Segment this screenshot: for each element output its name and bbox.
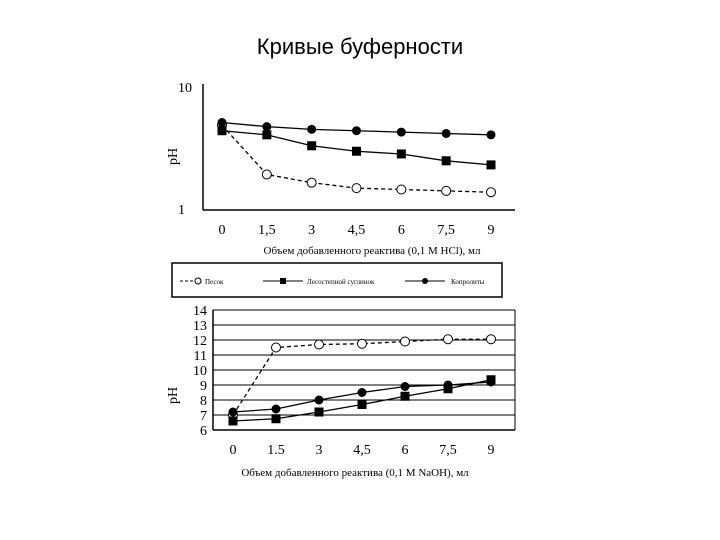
chart1-x-tick-label: 3 — [308, 223, 315, 238]
chart2-y-tick-label: 11 — [194, 349, 207, 364]
chart2-y-tick-label: 14 — [193, 304, 207, 319]
legend-marker-sand — [194, 277, 202, 285]
chart1-series-loam-point — [352, 146, 361, 156]
chart-hcl-x-label: Объем добавленного реактива (0,1 M HCl),… — [264, 245, 481, 257]
chart1-x-tick-label: 4,5 — [348, 223, 366, 238]
legend-label-coprolites: Копролиты — [451, 278, 485, 286]
legend-marker-loam — [280, 278, 286, 284]
chart1-series-sand-point — [261, 169, 272, 180]
chart1-series-coprolites-point — [217, 118, 227, 128]
chart2-series-loam-point — [400, 391, 410, 401]
legend-label-sand: Песок — [205, 278, 224, 286]
chart1-series-loam-point — [262, 130, 272, 140]
chart2-series-coprolites-point — [400, 382, 410, 391]
chart2-series-sand-point — [271, 342, 281, 353]
chart-naoh-y-label: pH — [166, 387, 181, 404]
chart2-x-tick-label: 9 — [488, 443, 495, 458]
chart1-series-loam-point — [396, 149, 406, 159]
chart1-series-loam-point — [486, 160, 496, 170]
chart2-series-loam-point — [357, 400, 367, 409]
chart1-series-coprolites-point — [352, 126, 361, 136]
chart2-y-tick-label: 7 — [200, 409, 207, 424]
chart2-series-coprolites-point — [228, 407, 238, 417]
chart1-x-tick-label: 0 — [219, 223, 226, 238]
chart2-y-tick-label: 9 — [200, 379, 207, 394]
chart2-x-tick-label: 6 — [402, 443, 409, 458]
chart1-series-sand-point — [441, 185, 452, 196]
chart-hcl-y-tick-bottom: 1 — [178, 203, 185, 218]
chart2-y-tick-label: 10 — [193, 364, 207, 379]
slide-title: Кривые буферности — [256, 34, 464, 59]
chart2-y-tick-label: 12 — [193, 334, 207, 349]
chart1-series-coprolites-point — [262, 122, 272, 132]
chart2-series-sand-point — [486, 334, 496, 345]
legend-label-loam: Лесостепной суглинок — [307, 278, 375, 286]
chart1-x-tick-label: 6 — [398, 223, 405, 238]
chart1-series-coprolites-point — [441, 128, 451, 138]
legend: Песок Лесостепной суглинок Копролиты — [171, 262, 503, 298]
chart1-series-sand-point — [351, 183, 362, 194]
chart1-series-sand-point — [396, 184, 407, 195]
chart1-series-coprolites-point — [486, 130, 496, 140]
legend-marker-coprolites — [422, 278, 428, 284]
chart1-x-tick-label: 1,5 — [258, 223, 276, 238]
chart2-series-coprolites-point — [271, 404, 281, 414]
legend-box — [171, 262, 503, 298]
chart2-x-tick-label: 4,5 — [353, 443, 371, 458]
chart2-x-tick-label: 1.5 — [267, 443, 285, 458]
chart2-series-coprolites-point — [357, 388, 367, 397]
chart1-series-loam-point — [307, 141, 317, 151]
chart2-series-loam-point — [314, 407, 324, 417]
chart2-series-sand-point — [400, 336, 410, 347]
chart1-series-sand-point — [486, 187, 496, 198]
chart1-x-tick-label: 9 — [488, 223, 495, 238]
chart-hcl: 10 1 pH Объем добавленного реактива (0,1… — [166, 81, 515, 257]
chart1-series-coprolites-point — [307, 124, 317, 134]
chart2-series-coprolites-point — [314, 395, 324, 405]
chart2-y-tick-label: 8 — [200, 394, 207, 409]
chart-hcl-y-tick-top: 10 — [178, 81, 192, 96]
chart2-x-tick-label: 3 — [316, 443, 323, 458]
chart2-series-sand-point — [443, 334, 453, 345]
chart2-y-tick-label: 6 — [200, 424, 207, 439]
chart-naoh-x-label: Объем добавленного реактива (0,1 M NaOH)… — [241, 467, 469, 479]
chart1-series-loam-point — [217, 126, 227, 136]
chart2-series-sand-point — [357, 338, 367, 349]
chart2-series-loam-point — [228, 416, 238, 426]
chart2-x-tick-label: 0 — [230, 443, 237, 458]
chart2-series-sand-point — [314, 339, 324, 350]
chart1-series-coprolites-point — [396, 127, 406, 137]
chart2-series-coprolites-point — [443, 380, 453, 390]
chart2-x-tick-label: 7,5 — [439, 443, 457, 458]
chart2-series-loam-point — [271, 414, 281, 424]
chart1-x-tick-label: 7,5 — [437, 223, 455, 238]
chart2-series-coprolites-point — [486, 377, 496, 387]
chart1-series-sand-point — [306, 177, 317, 188]
chart1-series-loam-point — [441, 156, 451, 166]
chart2-y-tick-label: 13 — [193, 319, 207, 334]
chart-hcl-y-label: pH — [166, 148, 181, 165]
